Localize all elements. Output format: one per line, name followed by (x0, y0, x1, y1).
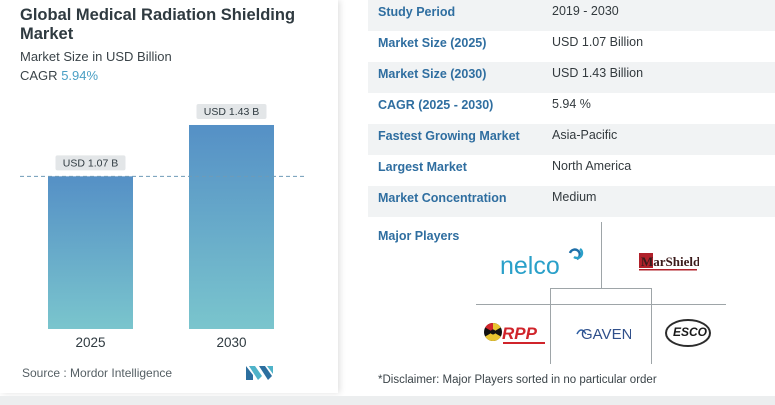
stats-row-value: 5.94 % (552, 97, 591, 111)
players-box-left (550, 288, 551, 364)
stats-row-label: Largest Market (378, 160, 467, 174)
rpp-logo: RPP (483, 320, 547, 351)
nelco-logo-text: nelco (500, 252, 560, 279)
gaven-logo-text: GAVEN (581, 326, 631, 343)
esco-logo-text: ESCO (673, 325, 708, 339)
disclaimer-text: *Disclaimer: Major Players sorted in no … (378, 374, 657, 386)
bottom-strip (0, 396, 775, 405)
stats-row: Largest Market North America (368, 155, 775, 186)
chart-title: Global Medical Radiation Shielding Marke… (20, 6, 296, 43)
stats-row: CAGR (2025 - 2030) 5.94 % (368, 93, 775, 124)
stats-row: Study Period 2019 - 2030 (368, 0, 775, 31)
data-label-background (55, 155, 126, 171)
stats-row-value: 2019 - 2030 (552, 4, 619, 18)
stats-row-value: Medium (552, 190, 597, 204)
stats-row-label: Fastest Growing Market (378, 129, 520, 143)
data-label: USD 1.07 B (63, 157, 118, 169)
stats-row-label: CAGR (2025 - 2030) (378, 98, 494, 112)
data-label: USD 1.43 B (204, 106, 259, 118)
chart-subtitle: Market Size in USD Billion (20, 49, 172, 64)
players-box-top (550, 288, 652, 289)
data-label-background (196, 103, 267, 119)
stats-row: Fastest Growing Market Asia-Pacific (368, 124, 775, 155)
bar-chart: USD 1.07 B 2025 USD 1.43 B 2030 (20, 103, 304, 350)
esco-logo: ESCO (664, 318, 712, 353)
stats-row-label: Market Size (2025) (378, 36, 487, 50)
bar-2025 (48, 176, 133, 329)
stats-row: Market Size (2030) USD 1.43 Billion (368, 62, 775, 93)
gaven-logo: GAVEN (575, 322, 632, 349)
stats-row-value: USD 1.43 Billion (552, 66, 644, 80)
stats-row-label: Study Period (378, 5, 456, 19)
stats-row-value: USD 1.07 Billion (552, 35, 644, 49)
rpp-logo-text: RPP (502, 324, 538, 343)
stats-row-value: North America (552, 159, 632, 173)
stats-row-label: Market Concentration (378, 191, 507, 205)
stats-row-value: Asia-Pacific (552, 128, 618, 142)
x-tick-label: 2030 (216, 335, 246, 350)
cagr-value: 5.94% (61, 68, 99, 83)
stats-row: Market Size (2025) USD 1.07 Billion (368, 31, 775, 62)
chart-panel: Global Medical Radiation Shielding Marke… (0, 0, 338, 393)
market-snapshot-panel: Study Period 2019 - 2030 Market Size (2025… (368, 0, 775, 405)
x-tick-label: 2025 (75, 335, 105, 350)
source-text: Source : Mordor Intelligence (22, 366, 173, 380)
major-players-label: Major Players (378, 229, 460, 243)
players-divider-horizontal (476, 304, 726, 305)
cagr-line: CAGR 5.94% (20, 68, 98, 83)
marshield-logo-text: MarShield (641, 254, 699, 269)
players-box-right (651, 288, 652, 364)
nelco-logo: nelco (500, 245, 586, 284)
stats-row-label: Market Size (2030) (378, 67, 487, 81)
marshield-logo: MarShield (639, 250, 701, 279)
players-divider-vertical-top (601, 222, 602, 288)
mordor-intelligence-logo-icon (246, 366, 273, 380)
cagr-label: CAGR (20, 68, 58, 83)
stats-row: Market Concentration Medium (368, 186, 775, 217)
bar-2030 (189, 124, 274, 329)
